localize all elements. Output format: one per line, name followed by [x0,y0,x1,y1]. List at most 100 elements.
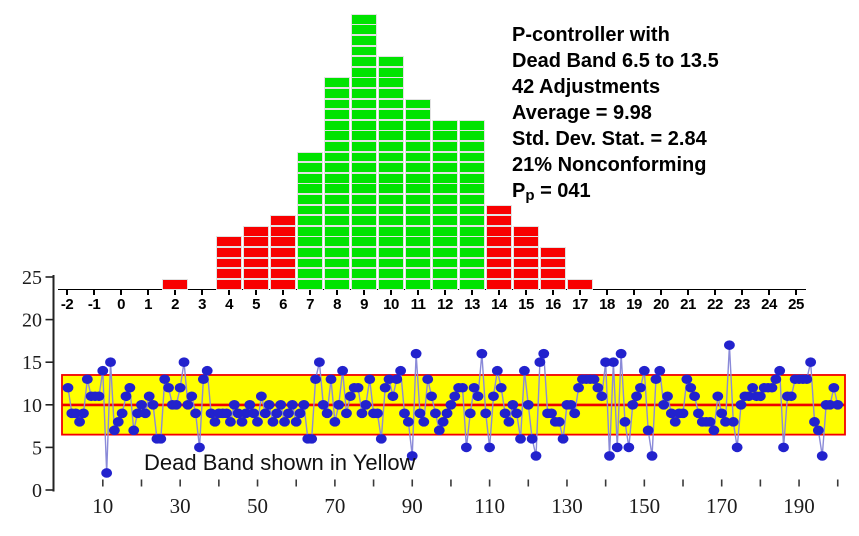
histogram-block-green [432,119,458,131]
histogram-block-green [351,236,377,248]
histogram-block-red [243,278,269,290]
run-chart-point [283,408,294,419]
run-chart-point [642,425,654,436]
histogram-block-green [405,257,431,269]
histogram-block-green [297,246,323,258]
run-chart-point [101,468,113,478]
histogram-block-red [486,225,512,237]
run-chart-x-label: 170 [706,494,738,518]
histogram-block-green [297,204,323,216]
run-chart-point [244,400,256,410]
run-chart-point [828,382,840,393]
histogram-block-red [486,257,512,269]
histogram-block-green [459,151,485,163]
run-chart-point [747,382,759,393]
histogram-x-tick [228,289,230,295]
run-chart-point [263,400,275,410]
histogram-block-green [378,130,404,142]
run-chart-point [441,408,453,419]
stats-line-pp: Pp = 041 [512,180,591,204]
run-chart-point [588,374,600,385]
histogram-block-green [459,130,485,142]
stats-line-nonconforming: 21% Nonconforming [512,154,707,176]
histogram-block-green [351,130,377,142]
stats-line-controller: P-controller with [512,24,670,46]
histogram-block-red [486,246,512,258]
histogram-x-label: 15 [518,296,534,313]
run-chart-point [225,417,236,427]
histogram-block-red [270,278,296,290]
run-chart-point [600,357,612,367]
histogram-block-green [378,257,404,269]
histogram-column [459,119,485,290]
histogram-block-green [459,172,485,184]
histogram-block-green [324,88,350,99]
histogram-x-tick [147,289,149,295]
histogram-x-tick [390,289,392,295]
histogram-block-green [324,98,350,110]
run-chart-point [565,400,577,410]
histogram-block-red [540,246,566,258]
histogram-block-green [432,204,458,216]
run-chart-point [325,374,337,385]
histogram-column [567,278,593,290]
run-chart-point [685,382,697,393]
histogram-block-green [351,257,377,269]
run-chart-point [433,425,445,436]
histogram-block-red [270,268,296,279]
histogram-x-tick [633,289,635,295]
histogram-block-green [432,236,458,248]
histogram-column [297,151,323,290]
run-chart-point [785,391,797,402]
run-chart-point [205,408,217,419]
histogram-block-green [405,130,431,142]
histogram-block-green [405,193,431,205]
run-chart-point [592,382,604,393]
run-chart-point [468,382,480,393]
histogram-block-red [540,257,566,269]
histogram-block-green [432,215,458,226]
run-chart-x-label: 150 [629,494,661,518]
histogram-block-green [432,162,458,173]
histogram-block-green [378,56,404,68]
run-chart-point [163,382,174,393]
run-chart-point [646,451,658,461]
histogram-x-tick [255,289,257,295]
histogram-block-green [351,77,377,89]
histogram-block-red [486,236,512,248]
histogram-block-red [513,225,539,237]
histogram-block-green [405,119,431,131]
histogram-block-green [378,225,404,237]
histogram-x-tick [741,289,743,295]
run-chart-point [124,382,136,393]
run-chart-y-label: 20 [22,310,42,332]
run-chart-point [650,374,662,385]
run-chart-point [437,417,449,427]
run-chart-x-label: 50 [247,494,268,518]
histogram-block-green [297,278,323,290]
run-chart-point [754,391,766,402]
run-chart-point [310,374,321,385]
histogram-block-green [297,225,323,237]
run-chart-point [97,365,109,376]
run-chart-point [519,365,530,376]
histogram-block-green [459,119,485,131]
run-chart-point [286,400,298,410]
histogram-block-red [486,215,512,226]
histogram-x-label: 12 [437,296,453,313]
run-chart-x-label: 190 [783,494,815,518]
run-chart-point [341,408,352,419]
histogram-block-red [270,215,296,226]
histogram-block-green [324,151,350,163]
histogram-block-green [351,246,377,258]
histogram-block-green [378,268,404,279]
histogram-block-red [540,268,566,279]
run-chart-y-label: 5 [32,437,42,459]
histogram-block-red [270,236,296,248]
run-chart-point [669,417,681,427]
run-chart-x-label: 10 [92,494,113,518]
histogram-block-green [378,236,404,248]
run-chart-point [201,365,213,376]
run-chart-point [704,417,716,427]
